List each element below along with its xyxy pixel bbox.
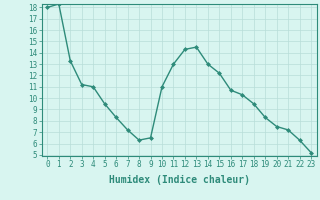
- X-axis label: Humidex (Indice chaleur): Humidex (Indice chaleur): [109, 175, 250, 185]
